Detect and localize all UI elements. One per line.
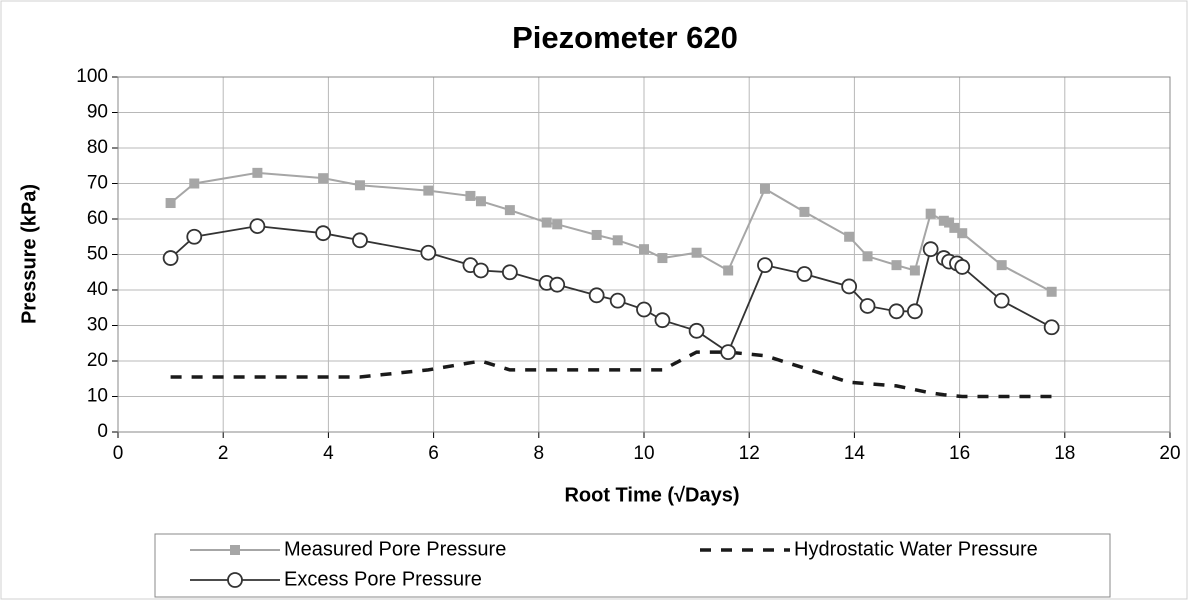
marker-circle: [888, 303, 905, 320]
x-tick-label: 18: [1054, 443, 1075, 464]
marker-square: [944, 217, 955, 228]
marker-circle: [954, 259, 971, 275]
marker-square: [759, 183, 770, 194]
marker-square: [504, 205, 515, 216]
marker-circle: [186, 228, 203, 245]
marker-circle: [720, 344, 737, 361]
marker-circle: [1043, 319, 1060, 336]
marker-circle: [249, 218, 266, 235]
marker-square: [475, 196, 486, 207]
marker-circle: [841, 278, 858, 295]
marker-square: [423, 185, 434, 196]
marker-square: [189, 178, 200, 189]
marker-square: [957, 228, 968, 239]
marker-circle: [654, 312, 671, 329]
marker-circle: [609, 292, 626, 309]
y-tick-label: 30: [87, 315, 108, 336]
x-tick-label: 10: [633, 443, 654, 464]
marker-square: [541, 217, 552, 228]
marker-circle: [473, 262, 489, 279]
y-tick-label: 100: [76, 66, 108, 87]
marker-circle: [922, 241, 939, 258]
marker-square: [165, 198, 176, 209]
marker-square: [938, 215, 949, 226]
legend-box: [154, 533, 1111, 598]
y-tick-label: 50: [87, 244, 108, 265]
marker-square: [318, 173, 329, 184]
marker-circle: [162, 250, 179, 266]
y-tick-label: 90: [87, 102, 108, 123]
marker-square: [657, 253, 668, 264]
x-tick-label: 6: [428, 443, 439, 464]
marker-square: [465, 190, 476, 201]
y-tick-label: 10: [87, 386, 108, 407]
marker-square: [591, 229, 602, 240]
plot-frame: [117, 76, 1171, 433]
chart-title: Piezometer 620: [512, 20, 738, 55]
marker-square: [252, 167, 263, 178]
marker-square: [799, 206, 810, 217]
legend-label: Hydrostatic Water Pressure: [794, 538, 1038, 560]
marker-circle: [549, 276, 566, 293]
marker-circle: [352, 232, 368, 249]
marker-square: [612, 235, 623, 246]
x-tick-label: 14: [844, 443, 866, 464]
marker-square: [230, 545, 240, 555]
marker-circle: [588, 287, 605, 304]
marker-square: [354, 180, 365, 191]
legend-label: Measured Pore Pressure: [284, 538, 506, 560]
y-tick-label: 20: [87, 350, 108, 371]
marker-square: [949, 222, 960, 233]
y-tick-label: 70: [87, 173, 108, 194]
x-axis-label: Root Time (√Days): [564, 484, 739, 506]
marker-square: [844, 231, 855, 242]
marker-circle: [501, 264, 518, 281]
marker-circle: [227, 572, 243, 588]
x-tick-label: 2: [218, 443, 229, 464]
marker-circle: [688, 322, 705, 339]
x-tick-label: 20: [1159, 443, 1180, 464]
series-line: [170, 350, 1052, 399]
marker-square: [723, 265, 734, 276]
y-tick-label: 80: [87, 137, 108, 158]
x-tick-label: 4: [323, 443, 334, 464]
marker-circle: [757, 257, 773, 274]
marker-circle: [796, 266, 813, 282]
legend-label: Excess Pore Pressure: [284, 568, 482, 590]
y-tick-label: 60: [87, 208, 108, 229]
marker-square: [639, 244, 649, 255]
marker-circle: [993, 292, 1010, 309]
marker-circle: [420, 244, 437, 261]
marker-circle: [906, 303, 923, 320]
legend: Measured Pore Pressure Hydrostatic Water …: [190, 538, 1038, 590]
marker-square: [1046, 286, 1057, 297]
marker-circle: [859, 298, 876, 314]
marker-circle: [315, 225, 332, 242]
marker-square: [862, 251, 873, 262]
y-axis-label: Pressure (kPa): [18, 184, 40, 324]
y-tick-label: 40: [87, 279, 108, 300]
marker-square: [552, 219, 563, 230]
y-tick-label: 0: [97, 421, 108, 442]
x-tick-label: 0: [113, 443, 124, 464]
marker-square: [891, 260, 902, 271]
marker-circle: [636, 301, 652, 318]
marker-square: [996, 260, 1007, 271]
x-tick-label: 8: [534, 443, 545, 464]
marker-square: [909, 265, 920, 276]
x-tick-label: 12: [739, 443, 760, 464]
x-tick-label: 16: [949, 443, 970, 464]
marker-square: [691, 247, 702, 258]
marker-square: [925, 208, 936, 219]
